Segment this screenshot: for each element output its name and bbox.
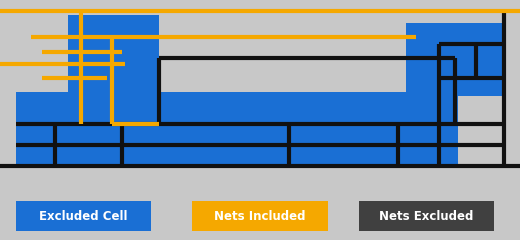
Text: Nets Included: Nets Included (214, 210, 306, 222)
Bar (192, 201, 328, 231)
Bar (68, 15, 159, 96)
Bar (406, 23, 504, 96)
Bar (359, 201, 494, 231)
Bar (68, 15, 159, 165)
Text: Nets Excluded: Nets Excluded (379, 210, 474, 222)
Text: Excluded Cell: Excluded Cell (39, 210, 127, 222)
Bar (16, 92, 458, 165)
Bar (16, 201, 151, 231)
